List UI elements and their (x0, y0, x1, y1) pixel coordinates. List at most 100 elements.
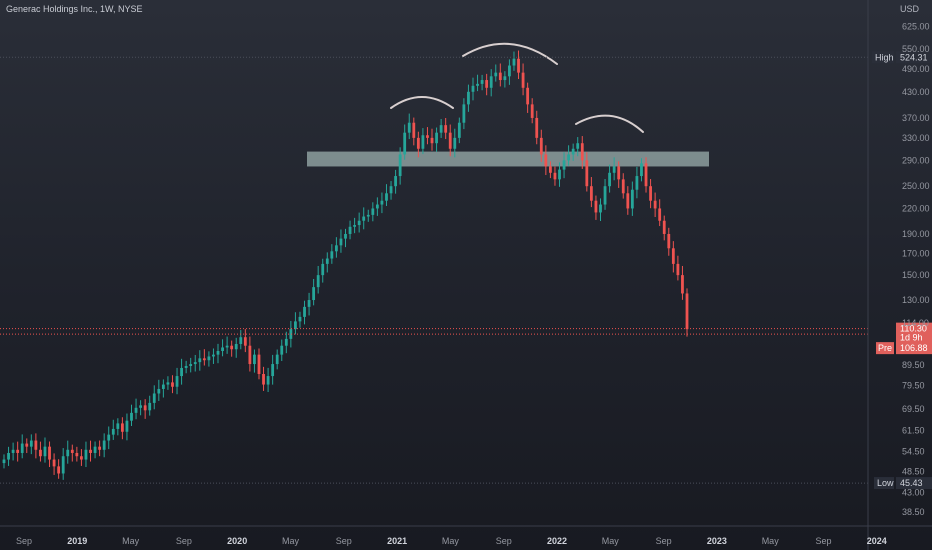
y-tick-label: 150.00 (902, 270, 930, 280)
y-tick-label: 54.50 (902, 446, 925, 456)
head-and-shoulders-arcs (390, 42, 644, 133)
candle-body (25, 443, 29, 447)
candle-body (662, 220, 666, 234)
candle-body (375, 204, 379, 209)
y-tick-label: 79.50 (902, 381, 925, 391)
candle-body (66, 449, 70, 457)
candle-body (403, 132, 407, 155)
candle-body (303, 306, 306, 317)
candle-body (48, 446, 51, 460)
candle-body (562, 160, 566, 170)
candle-body (225, 345, 229, 348)
candle-body (89, 449, 92, 453)
candle-body (539, 137, 543, 155)
x-tick-label: Sep (656, 536, 672, 546)
x-tick-label: 2024 (867, 536, 887, 546)
candle-body (521, 72, 525, 88)
candle-body (640, 163, 643, 177)
y-tick-label: 89.50 (902, 360, 925, 370)
low-value-bg (896, 477, 932, 490)
candle-body (171, 382, 174, 387)
y-tick-label: 370.00 (902, 113, 930, 123)
candle-body (253, 354, 256, 365)
candle-body (617, 166, 621, 180)
candle-body (102, 440, 106, 450)
bar-countdown: 1d 9h (900, 333, 923, 343)
candle-body (239, 337, 243, 344)
x-tick-label: 2022 (547, 536, 567, 546)
candle-body (630, 189, 634, 209)
pre-value-bg (896, 342, 932, 355)
candle-body (380, 200, 384, 205)
candle-body (512, 58, 516, 66)
candle-body (7, 452, 10, 460)
candle-body (298, 316, 302, 322)
candle-body (498, 72, 502, 81)
y-tick-label: 220.00 (902, 203, 930, 213)
candle-body (344, 233, 347, 239)
currency-label: USD (900, 4, 920, 14)
candle-body (61, 456, 65, 474)
candle-body (184, 365, 188, 368)
right-shoulder-arc (575, 114, 644, 133)
candle-body (362, 216, 366, 221)
x-tick-label: 2021 (387, 536, 407, 546)
candle-body (111, 428, 115, 435)
candle-body (70, 449, 74, 453)
pre-tag-label: Pre (878, 343, 892, 353)
candle-body (676, 263, 680, 276)
candle-body (508, 65, 511, 77)
candle-body (371, 208, 375, 215)
candle-body (357, 220, 361, 226)
candle-body (116, 423, 120, 429)
candle-body (34, 440, 38, 450)
y-tick-label: 43.00 (902, 488, 925, 498)
candle-body (535, 117, 539, 138)
candle-body (667, 233, 671, 249)
candle-body (230, 345, 234, 350)
y-tick-label: 250.00 (902, 181, 930, 191)
candle-body (202, 358, 206, 361)
candle-body (243, 337, 247, 346)
candle-body (476, 83, 479, 86)
candle-body (485, 80, 489, 88)
candle-body (325, 258, 329, 264)
candle-body (166, 382, 170, 385)
candle-body (489, 76, 493, 88)
candle-body (207, 356, 211, 361)
candle-body (421, 135, 425, 149)
candle-body (353, 225, 357, 227)
candle-body (467, 91, 470, 105)
last-price-badge (896, 322, 932, 343)
candle-body (526, 87, 530, 105)
candle-body (57, 466, 61, 474)
candle-body (439, 125, 443, 133)
y-tick-label: 625.00 (902, 22, 930, 32)
x-tick-label: 2019 (67, 536, 87, 546)
candle-body (553, 172, 557, 180)
candles-layer (2, 50, 689, 480)
candle-body (212, 354, 215, 357)
candle-body (530, 104, 534, 118)
low-tag-label: Low (877, 478, 894, 488)
candle-body (234, 343, 238, 350)
candle-body (503, 76, 507, 81)
candle-body (394, 176, 397, 187)
y-tick-label: 61.50 (902, 425, 925, 435)
high-tag-label: High (875, 52, 894, 62)
candle-body (321, 263, 325, 276)
candle-body (339, 238, 343, 246)
candle-body (626, 193, 630, 209)
candle-body (649, 186, 652, 201)
candle-body (435, 132, 438, 144)
candle-body (20, 443, 24, 453)
y-tick-label: 190.00 (902, 229, 930, 239)
low-tag-bg (874, 477, 894, 490)
candle-body (120, 423, 124, 432)
candle-body (585, 160, 589, 187)
candle-body (157, 388, 161, 394)
candle-body (398, 154, 402, 177)
candle-body (517, 58, 520, 73)
y-tick-label: 130.00 (902, 295, 930, 305)
candle-body (453, 137, 457, 149)
